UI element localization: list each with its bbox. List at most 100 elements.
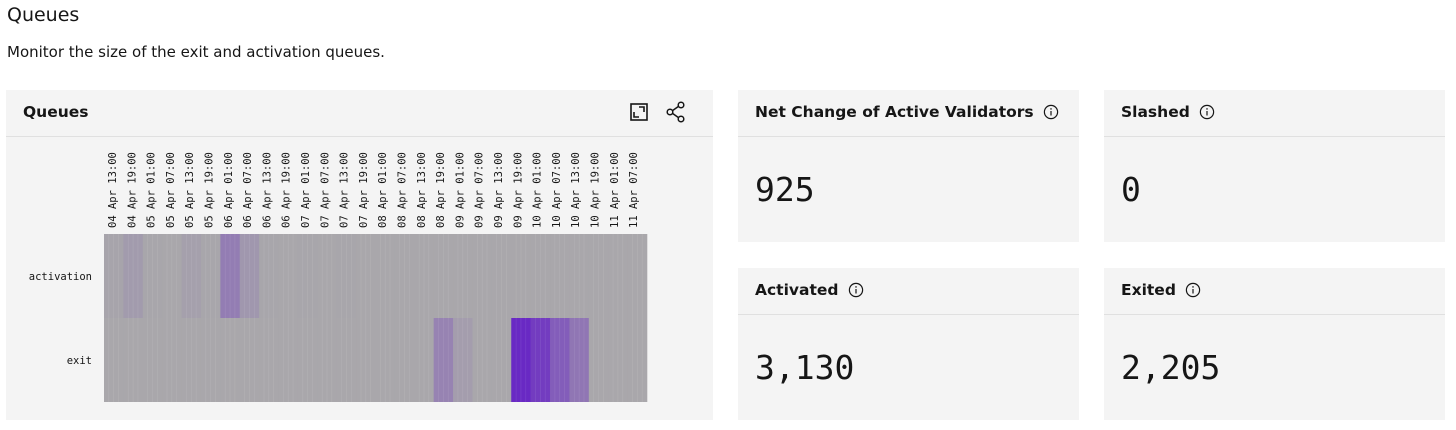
heatmap-cell[interactable] — [104, 234, 124, 318]
queues-heatmap: 04 Apr 13:00 04 Apr 19:00 05 Apr 01:00 05 A… — [29, 152, 648, 402]
heatmap-cell[interactable] — [336, 318, 357, 402]
heatmap-cell[interactable] — [414, 318, 434, 402]
share-icon — [666, 101, 685, 123]
x-tick-label: 09 Apr 01:00 — [454, 152, 466, 228]
kpi-slashed-tile: Slashed 0 — [1104, 90, 1445, 242]
heatmap-cell[interactable] — [511, 234, 531, 318]
info-icon[interactable] — [848, 282, 864, 298]
heatmap-cell[interactable] — [162, 234, 182, 318]
share-button[interactable] — [664, 100, 688, 124]
heatmap-cell[interactable] — [123, 234, 144, 318]
heatmap-cell[interactable] — [297, 318, 318, 402]
heatmap-cell[interactable] — [433, 234, 454, 318]
kpi-header: Slashed — [1104, 90, 1445, 137]
heatmap-cell[interactable] — [220, 234, 241, 318]
maximize-button[interactable] — [627, 100, 651, 124]
y-row-label: activation — [29, 271, 92, 283]
heatmap-cell[interactable] — [142, 318, 163, 402]
heatmap-cell[interactable] — [608, 318, 628, 402]
heatmap-cell[interactable] — [627, 234, 648, 318]
heatmap-cell[interactable] — [627, 318, 648, 402]
heatmap-cell[interactable] — [588, 234, 609, 318]
page-title: Queues — [7, 4, 80, 26]
heatmap-cell[interactable] — [356, 318, 376, 402]
heatmap-cell[interactable] — [317, 318, 338, 402]
heatmap-cell[interactable] — [142, 234, 163, 318]
x-tick-label: 07 Apr 01:00 — [300, 152, 312, 228]
heatmap-cell[interactable] — [181, 234, 202, 318]
x-tick-label: 07 Apr 07:00 — [319, 152, 331, 228]
x-tick-label: 09 Apr 07:00 — [474, 152, 486, 228]
heatmap-cell[interactable] — [336, 234, 357, 318]
heatmap-cell[interactable] — [414, 234, 434, 318]
heatmap-cell[interactable] — [472, 234, 493, 318]
x-tick-label: 09 Apr 19:00 — [512, 152, 524, 228]
info-icon[interactable] — [1185, 282, 1201, 298]
y-row-label: exit — [67, 355, 92, 367]
heatmap-cell[interactable] — [472, 318, 493, 402]
heatmap-cell[interactable] — [569, 234, 590, 318]
heatmap-cell[interactable] — [375, 318, 396, 402]
heatmap-cell[interactable] — [453, 318, 473, 402]
kpi-value: 0 — [1121, 170, 1141, 209]
heatmap-cell[interactable] — [239, 318, 260, 402]
kpi-header: Net Change of Active Validators — [738, 90, 1079, 137]
heatmap-cell[interactable] — [259, 318, 279, 402]
x-tick-label: 07 Apr 13:00 — [339, 152, 351, 228]
x-tick-label: 05 Apr 13:00 — [184, 152, 196, 228]
heatmap-cell[interactable] — [453, 234, 473, 318]
kpi-exited-tile: Exited 2,205 — [1104, 268, 1445, 420]
heatmap-cell[interactable] — [511, 318, 531, 402]
info-icon[interactable] — [1043, 104, 1059, 120]
heatmap-cell[interactable] — [394, 318, 415, 402]
page-description: Monitor the size of the exit and activat… — [7, 43, 385, 61]
x-tick-label: 09 Apr 13:00 — [493, 152, 505, 228]
heatmap-cell[interactable] — [375, 234, 396, 318]
x-tick-label: 10 Apr 19:00 — [590, 152, 602, 228]
x-tick-label: 10 Apr 07:00 — [551, 152, 563, 228]
x-tick-label: 04 Apr 19:00 — [126, 152, 138, 228]
kpi-title-wrap: Exited — [1121, 281, 1201, 299]
heatmap-cell[interactable] — [317, 234, 338, 318]
heatmap-cell[interactable] — [569, 318, 590, 402]
heatmap-cell[interactable] — [278, 318, 299, 402]
kpi-title: Exited — [1121, 281, 1176, 299]
heatmap-cell[interactable] — [394, 234, 415, 318]
heatmap-cell[interactable] — [530, 234, 551, 318]
heatmap-cell[interactable] — [550, 234, 570, 318]
heatmap-cell[interactable] — [550, 318, 570, 402]
heatmap-cell[interactable] — [608, 234, 628, 318]
x-tick-label: 10 Apr 13:00 — [570, 152, 582, 228]
heatmap-cell[interactable] — [259, 234, 279, 318]
heatmap-cell[interactable] — [278, 234, 299, 318]
kpi-title-wrap: Net Change of Active Validators — [755, 103, 1059, 121]
heatmap-cell[interactable] — [181, 318, 202, 402]
maximize-icon — [630, 103, 648, 121]
x-tick-label: 05 Apr 07:00 — [165, 152, 177, 228]
x-tick-label: 05 Apr 01:00 — [146, 152, 158, 228]
heatmap-cell[interactable] — [220, 318, 241, 402]
heatmap-cell[interactable] — [200, 234, 221, 318]
kpi-title-wrap: Slashed — [1121, 103, 1215, 121]
heatmap-cell[interactable] — [491, 234, 512, 318]
chart-title: Queues — [23, 103, 89, 121]
x-tick-label: 06 Apr 19:00 — [281, 152, 293, 228]
heatmap-cell[interactable] — [530, 318, 551, 402]
heatmap-cell[interactable] — [588, 318, 609, 402]
heatmap-cell[interactable] — [491, 318, 512, 402]
heatmap-cell[interactable] — [239, 234, 260, 318]
heatmap-cell[interactable] — [433, 318, 454, 402]
x-tick-label: 08 Apr 13:00 — [416, 152, 428, 228]
info-icon[interactable] — [1199, 104, 1215, 120]
heatmap-cell[interactable] — [104, 318, 124, 402]
x-tick-label: 08 Apr 07:00 — [397, 152, 409, 228]
kpi-title-wrap: Activated — [755, 281, 864, 299]
x-tick-label: 11 Apr 07:00 — [628, 152, 640, 228]
x-tick-label: 06 Apr 13:00 — [261, 152, 273, 228]
heatmap-cell[interactable] — [297, 234, 318, 318]
heatmap-cell[interactable] — [356, 234, 376, 318]
heatmap-cell[interactable] — [123, 318, 144, 402]
kpi-value: 2,205 — [1121, 348, 1221, 387]
heatmap-cell[interactable] — [200, 318, 221, 402]
heatmap-cell[interactable] — [162, 318, 182, 402]
